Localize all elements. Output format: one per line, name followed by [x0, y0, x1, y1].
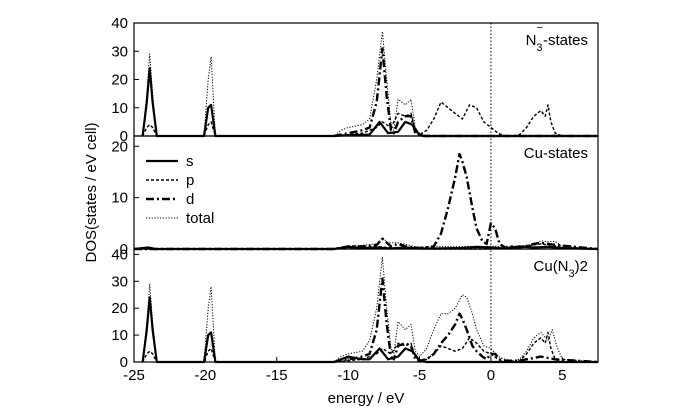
panel-3-ytick-label: 20	[111, 300, 128, 317]
panel-1-ytick-label: 30	[111, 43, 128, 60]
panel-3-series-total	[142, 256, 599, 363]
panel-3-ytick-label: 10	[111, 327, 128, 344]
panel-3-frame	[133, 248, 599, 363]
panel-1-series-d	[333, 47, 598, 138]
legend-label-total: total	[186, 210, 214, 227]
panel-3-label: Cu(N3)2	[534, 258, 588, 280]
y-axis-label: DOS(states / eV cell)	[83, 122, 100, 262]
legend-label-p: p	[186, 172, 194, 189]
panel-3-ytick-label: 30	[111, 273, 128, 290]
x-axis-label: energy / eV	[328, 390, 405, 407]
panel-1-series-total	[142, 31, 598, 137]
panel-1-ytick-label: 40	[111, 15, 128, 32]
x-tick-label: -25	[123, 367, 145, 384]
legend: spd total	[146, 153, 214, 227]
panel-1-ytick-label: 0	[120, 128, 128, 145]
panel-3-series-d	[333, 277, 599, 364]
panel-3: 0 10 20 30 40 Cu(N3)2	[111, 246, 599, 371]
panel-3-ytick-label: 40	[111, 246, 128, 263]
x-tick-label: -15	[266, 367, 288, 384]
panel-1-series-p	[141, 101, 598, 137]
panel-1-ytick-label: 10	[111, 100, 128, 117]
x-tick-label: -5	[413, 367, 426, 384]
panel-2-label: Cu-states	[524, 145, 588, 162]
panel-2-ytick-label: 20	[111, 138, 128, 155]
x-tick-label: -10	[337, 367, 359, 384]
panels-layer: 0 10 20 30 40 N3−-states 0 10 20 Cu-states 0 10 20 30…	[111, 15, 599, 371]
x-tick-label: -20	[195, 367, 217, 384]
panel-2-series-total	[134, 237, 599, 250]
panel-1-ytick-label: 20	[111, 72, 128, 89]
panel-3-ytick-label: 0	[120, 354, 128, 371]
panel-1-label: N3−-states	[526, 22, 588, 54]
panel-2-ytick-label: 10	[111, 190, 128, 207]
panel-1: 0 10 20 30 40 N3−-states	[111, 15, 599, 145]
x-tick-label: 0	[487, 367, 495, 384]
panel-2-ytick-label: 0	[120, 241, 128, 258]
x-tick-label: 5	[558, 367, 566, 384]
legend-label-s: s	[186, 153, 194, 170]
panel-2: 0 10 20 Cu-states	[111, 135, 599, 258]
x-axis: -25 -20 -15 -10 -5 0 5	[123, 357, 566, 384]
panel-2-series-d	[134, 152, 599, 251]
legend-label-d: d	[186, 191, 194, 208]
